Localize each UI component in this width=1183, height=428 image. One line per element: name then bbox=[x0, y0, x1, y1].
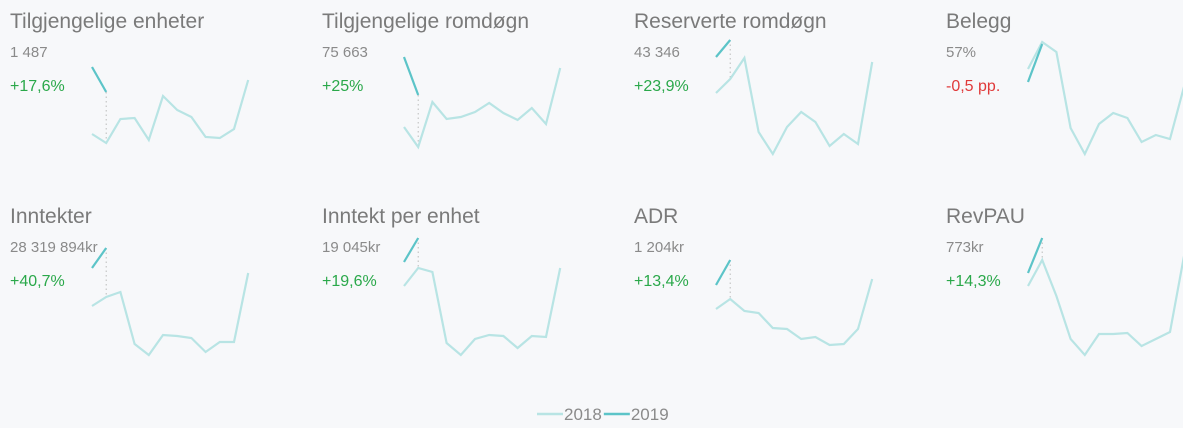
card-value: 1 204kr bbox=[634, 239, 684, 256]
card-title: RevPAU bbox=[946, 205, 1025, 228]
card-title: Belegg bbox=[946, 10, 1011, 33]
sparkline-2018 bbox=[91, 272, 250, 357]
legend-label: 2019 bbox=[631, 405, 669, 424]
card-value: 19 045kr bbox=[322, 239, 380, 256]
sparkline-2019 bbox=[91, 66, 108, 93]
card-change: -0,5 pp. bbox=[946, 78, 1000, 95]
sparkline-2019 bbox=[1026, 43, 1044, 83]
sparkline-2019 bbox=[403, 237, 420, 263]
sparkline-2018 bbox=[715, 278, 874, 347]
sparkline-2018 bbox=[91, 79, 250, 145]
kpi-card: RevPAU 773kr +14,3% bbox=[946, 205, 1183, 357]
sparkline-2018 bbox=[1027, 40, 1183, 157]
card-title: Reserverte romdøgn bbox=[634, 10, 827, 33]
card-value: 1 487 bbox=[10, 44, 48, 61]
card-value: 773kr bbox=[946, 239, 984, 256]
sparkline-2018 bbox=[403, 67, 562, 150]
card-value: 28 319 894kr bbox=[10, 239, 98, 256]
kpi-card: Tilgjengelige enheter 1 487 +17,6% bbox=[10, 10, 250, 145]
card-change: +13,4% bbox=[634, 273, 689, 290]
card-value: 43 346 bbox=[634, 44, 680, 61]
sparkline-2019 bbox=[715, 39, 732, 58]
card-change: +25% bbox=[322, 78, 363, 95]
kpi-card: Inntekt per enhet 19 045kr +19,6% bbox=[322, 205, 562, 357]
card-value: 75 663 bbox=[322, 44, 368, 61]
card-title: Inntekt per enhet bbox=[322, 205, 480, 228]
kpi-card: ADR 1 204kr +13,4% bbox=[634, 205, 874, 347]
legend-label: 2018 bbox=[564, 405, 602, 424]
card-value: 57% bbox=[946, 44, 976, 61]
card-title: Inntekter bbox=[10, 205, 92, 228]
card-change: +14,3% bbox=[946, 273, 1001, 290]
sparkline-2018 bbox=[1027, 255, 1183, 357]
card-title: Tilgjengelige romdøgn bbox=[322, 10, 529, 33]
kpi-card: Reserverte romdøgn 43 346 +23,9% bbox=[634, 10, 874, 157]
sparkline-2019 bbox=[91, 247, 108, 269]
card-change: +40,7% bbox=[10, 273, 65, 290]
card-change: +19,6% bbox=[322, 273, 377, 290]
card-change: +23,9% bbox=[634, 78, 689, 95]
sparkline-2019 bbox=[402, 56, 420, 96]
card-title: ADR bbox=[634, 205, 678, 228]
sparkline-2019 bbox=[715, 259, 732, 286]
sparkline-2019 bbox=[1026, 237, 1044, 274]
kpi-card: Belegg 57% -0,5 pp. bbox=[946, 10, 1183, 157]
sparkline-2018 bbox=[715, 55, 874, 157]
sparkline-2018 bbox=[403, 266, 562, 357]
kpi-card: Inntekter 28 319 894kr +40,7% bbox=[10, 205, 250, 357]
card-title: Tilgjengelige enheter bbox=[10, 10, 204, 33]
card-change: +17,6% bbox=[10, 78, 65, 95]
kpi-card: Tilgjengelige romdøgn 75 663 +25% bbox=[322, 10, 562, 150]
